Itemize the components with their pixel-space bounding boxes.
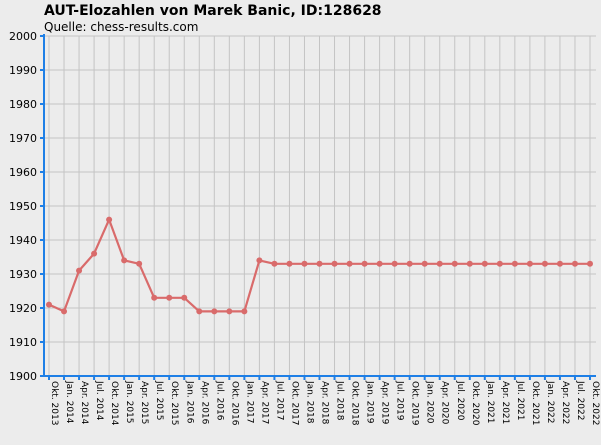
x-tick-label: Apr. 2014 bbox=[79, 381, 89, 425]
data-point bbox=[376, 260, 383, 267]
y-tick-label: 1920 bbox=[9, 302, 37, 315]
x-tick-label: Apr. 2019 bbox=[380, 381, 390, 425]
x-tick-label: Apr. 2017 bbox=[259, 381, 269, 424]
series-elo bbox=[46, 216, 593, 315]
data-point bbox=[331, 260, 338, 267]
x-tick-label: Apr. 2018 bbox=[320, 381, 330, 425]
y-tick-label: 1970 bbox=[9, 132, 37, 145]
data-point bbox=[556, 260, 563, 267]
data-point bbox=[421, 260, 428, 267]
data-point bbox=[151, 294, 158, 301]
x-tick-label: Jul. 2015 bbox=[154, 380, 164, 421]
y-tick-label: 1900 bbox=[9, 370, 37, 383]
x-tick-label: Okt. 2014 bbox=[109, 381, 119, 426]
x-tick-label: Okt. 2022 bbox=[590, 381, 600, 425]
y-tick-label: 1980 bbox=[9, 98, 37, 111]
data-point bbox=[496, 260, 503, 267]
x-tick-label: Jul. 2014 bbox=[94, 380, 104, 421]
data-point bbox=[391, 260, 398, 267]
x-tick-label: Okt. 2019 bbox=[410, 381, 420, 426]
data-point bbox=[211, 308, 218, 315]
y-tick-label: 1950 bbox=[9, 200, 37, 213]
y-tick-label: 2000 bbox=[9, 30, 37, 43]
x-tick-label: Jan. 2022 bbox=[545, 380, 555, 424]
x-tick-label: Jan. 2019 bbox=[365, 380, 375, 424]
x-tick-label: Apr. 2021 bbox=[500, 381, 510, 424]
chart-subtitle: Quelle: chess-results.com bbox=[44, 20, 199, 34]
x-tick-label: Jul. 2018 bbox=[335, 380, 345, 421]
y-tick-label: 1910 bbox=[9, 336, 37, 349]
x-tick-label: Jul. 2017 bbox=[274, 380, 284, 421]
data-point bbox=[166, 294, 173, 301]
x-tick-label: Okt. 2017 bbox=[289, 381, 299, 425]
data-point bbox=[256, 257, 263, 264]
data-point bbox=[436, 260, 443, 267]
data-point bbox=[91, 250, 98, 257]
y-tick-label: 1940 bbox=[9, 234, 37, 247]
x-tick-label: Jan. 2020 bbox=[425, 380, 435, 424]
y-tick-label: 1990 bbox=[9, 64, 37, 77]
x-tick-label: Jul. 2020 bbox=[455, 380, 465, 421]
x-tick-label: Jul. 2022 bbox=[575, 380, 585, 421]
data-point bbox=[271, 260, 278, 267]
data-point bbox=[316, 260, 323, 267]
grid-lines bbox=[44, 35, 596, 377]
data-point bbox=[346, 260, 353, 267]
x-axis-ticks: Okt. 2013 Jan. 2014 Apr. 2014 Jul. 2014 Okt.… bbox=[48, 376, 600, 426]
x-tick-label: Jul. 2019 bbox=[395, 380, 405, 421]
x-tick-label: Okt. 2021 bbox=[530, 381, 540, 425]
data-point bbox=[106, 216, 113, 223]
data-point bbox=[136, 260, 143, 267]
x-tick-label: Okt. 2013 bbox=[49, 381, 59, 425]
x-tick-label: Okt. 2020 bbox=[470, 381, 480, 426]
data-point bbox=[301, 260, 308, 267]
data-point bbox=[361, 260, 368, 267]
x-tick-label: Jul. 2021 bbox=[515, 380, 525, 421]
data-point bbox=[526, 260, 533, 267]
x-tick-label: Okt. 2016 bbox=[229, 381, 239, 426]
data-point bbox=[541, 260, 548, 267]
x-tick-label: Jan. 2018 bbox=[304, 380, 314, 424]
y-tick-label: 1960 bbox=[9, 166, 37, 179]
data-point bbox=[226, 308, 233, 315]
data-point bbox=[196, 308, 203, 315]
x-tick-label: Okt. 2018 bbox=[350, 381, 360, 426]
data-point bbox=[61, 308, 68, 315]
x-tick-label: Jan. 2014 bbox=[64, 380, 74, 424]
data-point bbox=[46, 301, 52, 308]
data-point bbox=[481, 260, 488, 267]
x-tick-label: Jan. 2017 bbox=[244, 380, 254, 424]
data-point bbox=[181, 294, 188, 301]
data-point bbox=[121, 257, 128, 264]
x-tick-label: Apr. 2016 bbox=[199, 381, 209, 425]
x-tick-label: Jan. 2021 bbox=[485, 380, 495, 424]
data-point bbox=[286, 260, 293, 267]
x-tick-label: Jan. 2015 bbox=[124, 380, 134, 424]
x-tick-label: Apr. 2022 bbox=[560, 381, 570, 424]
data-point bbox=[587, 260, 593, 267]
x-tick-label: Okt. 2015 bbox=[169, 381, 179, 425]
data-point bbox=[406, 260, 413, 267]
data-point bbox=[511, 260, 518, 267]
data-point bbox=[451, 260, 458, 267]
x-tick-label: Apr. 2015 bbox=[139, 381, 149, 424]
chart-title: AUT-Elozahlen von Marek Banic, ID:128628 bbox=[44, 3, 382, 19]
x-tick-label: Jul. 2016 bbox=[214, 380, 224, 421]
x-tick-label: Jan. 2016 bbox=[184, 380, 194, 424]
data-point bbox=[571, 260, 578, 267]
data-point bbox=[76, 267, 83, 274]
data-point bbox=[241, 308, 248, 315]
data-point bbox=[466, 260, 473, 267]
y-tick-label: 1930 bbox=[9, 268, 37, 281]
y-axis-ticks: 1900 1910 1920 1930 1940 1950 1960 1970 1980 1990… bbox=[9, 30, 44, 383]
x-tick-label: Apr. 2020 bbox=[440, 381, 450, 425]
